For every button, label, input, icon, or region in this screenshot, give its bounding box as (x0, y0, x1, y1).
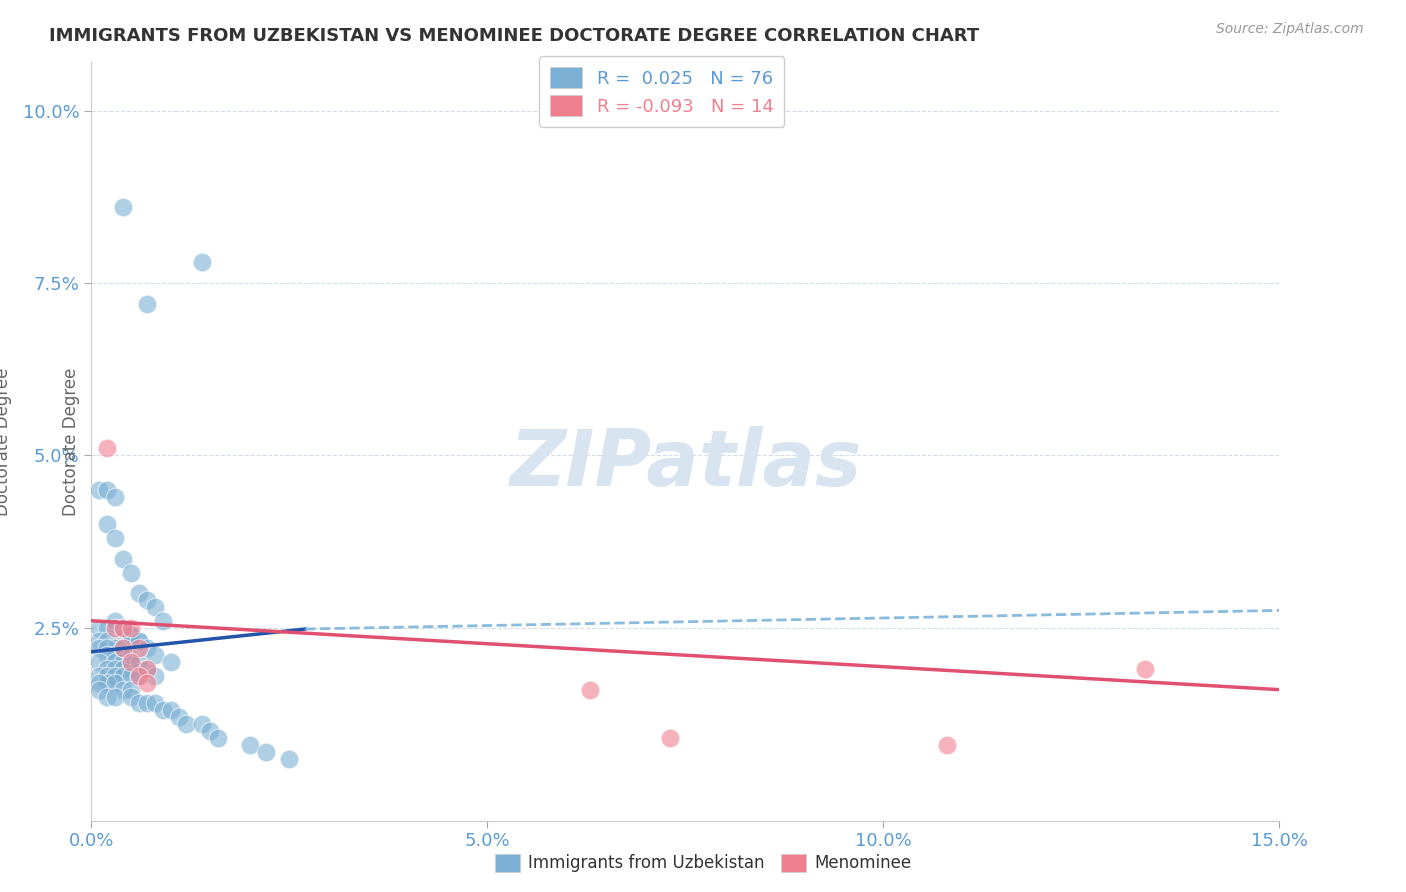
Point (96, 442, 118, 456)
Point (128, 634, 150, 648)
Point (135, 641, 157, 656)
Point (135, 662, 157, 676)
Point (159, 655, 181, 669)
Point (120, 655, 142, 669)
Point (104, 669, 127, 683)
Point (579, 682, 602, 697)
Point (152, 614, 174, 628)
Point (128, 634, 150, 648)
Point (120, 662, 142, 676)
Legend: R =  0.025   N = 76, R = -0.093   N = 14: R = 0.025 N = 76, R = -0.093 N = 14 (538, 56, 785, 127)
Point (96, 648, 118, 663)
Point (120, 655, 142, 669)
Point (112, 648, 135, 663)
Point (89, 675, 111, 690)
Point (135, 296, 157, 310)
Point (104, 655, 127, 669)
Point (120, 669, 142, 683)
Point (120, 621, 142, 635)
Point (96, 621, 118, 635)
Point (96, 517, 118, 532)
Point (112, 621, 135, 635)
Point (112, 662, 135, 676)
Point (104, 621, 127, 635)
Point (112, 200, 135, 214)
Point (278, 751, 301, 765)
Point (167, 710, 190, 724)
Point (135, 662, 157, 676)
Point (207, 731, 229, 745)
Text: IMMIGRANTS FROM UZBEKISTAN VS MENOMINEE DOCTORATE DEGREE CORRELATION CHART: IMMIGRANTS FROM UZBEKISTAN VS MENOMINEE … (49, 27, 980, 45)
Point (104, 621, 127, 635)
Point (135, 593, 157, 607)
Point (152, 703, 174, 717)
Point (200, 724, 222, 739)
Text: ZIPatlas: ZIPatlas (509, 426, 862, 502)
Point (143, 697, 166, 711)
Point (104, 531, 127, 545)
Point (143, 648, 166, 663)
Point (96, 669, 118, 683)
Point (176, 717, 198, 731)
Point (112, 641, 135, 656)
Point (96, 662, 118, 676)
Point (112, 641, 135, 656)
Point (254, 745, 277, 759)
Point (112, 682, 135, 697)
Point (104, 675, 127, 690)
Point (96, 634, 118, 648)
Point (96, 675, 118, 690)
Point (128, 655, 150, 669)
Point (191, 717, 214, 731)
Point (112, 621, 135, 635)
Point (128, 641, 150, 656)
Point (935, 738, 957, 752)
Point (112, 655, 135, 669)
Point (104, 490, 127, 504)
Point (104, 662, 127, 676)
Point (112, 627, 135, 641)
Point (658, 731, 681, 745)
Point (112, 669, 135, 683)
Point (96, 641, 118, 656)
Text: Source: ZipAtlas.com: Source: ZipAtlas.com (1216, 22, 1364, 37)
Point (104, 690, 127, 704)
Point (89, 634, 111, 648)
Point (143, 669, 166, 683)
Point (128, 697, 150, 711)
Point (89, 483, 111, 497)
Legend: Immigrants from Uzbekistan, Menominee: Immigrants from Uzbekistan, Menominee (488, 847, 918, 879)
Point (128, 669, 150, 683)
Y-axis label: Doctorate Degree: Doctorate Degree (0, 368, 11, 516)
Point (89, 621, 111, 635)
Point (89, 669, 111, 683)
Point (159, 703, 181, 717)
Y-axis label: Doctorate Degree: Doctorate Degree (62, 368, 80, 516)
Point (128, 669, 150, 683)
Point (143, 599, 166, 614)
Point (120, 627, 142, 641)
Point (135, 697, 157, 711)
Point (191, 255, 214, 269)
Point (135, 675, 157, 690)
Point (120, 682, 142, 697)
Point (104, 614, 127, 628)
Point (239, 738, 262, 752)
Point (120, 648, 142, 663)
Point (112, 551, 135, 566)
Point (120, 627, 142, 641)
Point (1133, 662, 1156, 676)
Point (104, 641, 127, 656)
Point (89, 641, 111, 656)
Point (96, 483, 118, 497)
Point (96, 690, 118, 704)
Point (89, 682, 111, 697)
Point (128, 586, 150, 600)
Point (120, 566, 142, 580)
Point (89, 655, 111, 669)
Point (120, 690, 142, 704)
Point (104, 648, 127, 663)
